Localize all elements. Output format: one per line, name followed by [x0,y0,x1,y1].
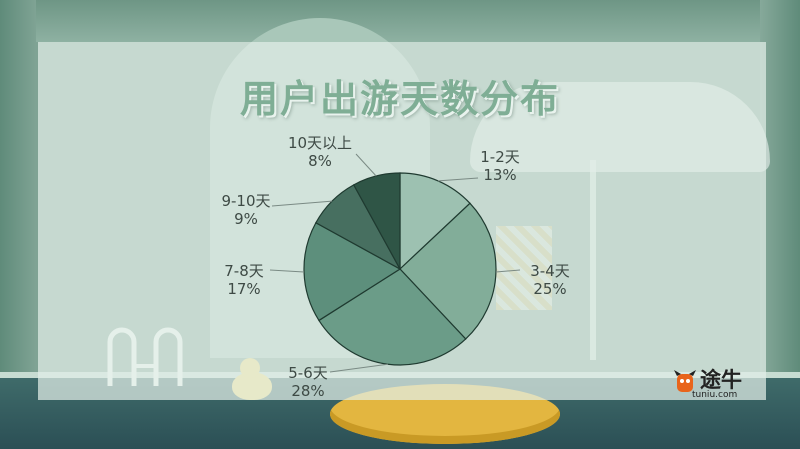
tuniu-logo: 途牛 tuniu.com [670,364,760,404]
logo-name: 途牛 [700,368,742,392]
slice-value-label-1: 13% [483,166,516,184]
slice-category-label-2: 3-4天 [530,262,570,280]
leader-line-2 [495,269,521,273]
pie-slice-1 [399,172,471,271]
slice-category-label-5: 9-10天 [221,192,270,210]
slice-category-label-6: 10天以上 [288,134,352,152]
leader-line-1 [438,177,479,182]
pie-slice-6 [352,172,401,270]
slice-category-label-3: 5-6天 [288,364,328,382]
leader-line-5 [271,200,333,207]
pie-slice-4 [303,221,402,322]
slice-value-label-2: 25% [533,280,566,298]
pie-slice-2 [399,202,497,340]
slice-category-label-1: 1-2天 [480,148,520,166]
pie-slice-3 [318,268,467,366]
left-wall [0,0,36,400]
slice-value-label-4: 17% [227,280,260,298]
right-wall [760,0,800,400]
leader-line-4 [269,269,305,273]
logo-url: tuniu.com [692,390,738,400]
chart-title: 用户出游天数分布 [239,77,560,121]
ceiling [0,0,800,42]
leader-line-6 [355,153,377,177]
slice-value-label-6: 8% [308,152,332,170]
leader-line-3 [329,363,389,373]
slice-value-label-5: 9% [234,210,258,228]
tuniu-mascot-icon [674,370,696,392]
slice-value-label-3: 28% [291,382,324,400]
slice-category-label-4: 7-8天 [224,262,264,280]
